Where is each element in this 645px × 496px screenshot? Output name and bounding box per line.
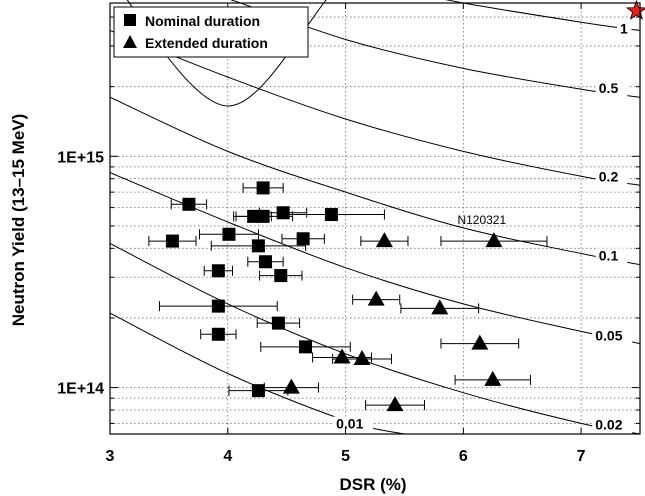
data-point-nominal: [211, 327, 225, 341]
data-point-extended: [471, 334, 489, 350]
contour-line-0_05: [110, 172, 640, 345]
data-point-extended: [386, 396, 404, 412]
x-tick-label: 7: [577, 448, 586, 465]
data-point-nominal: [165, 234, 179, 248]
contour-label-bg: [333, 416, 374, 433]
contour-lines: [110, 0, 640, 434]
legend: Nominal duration Extended duration: [113, 6, 309, 58]
contour-label-bg: [616, 21, 632, 38]
data-point-nominal: [211, 299, 225, 313]
contour-label: 0.1: [599, 247, 619, 263]
data-point-nominal: [274, 269, 288, 283]
data-point-nominal: [271, 316, 285, 330]
data-point-nominal: [324, 208, 338, 222]
data-point-nominal: [299, 340, 313, 354]
contour-label: 0.01: [336, 416, 363, 432]
y-tick-label: 1E+14: [57, 381, 104, 398]
data-point-extended: [375, 232, 393, 248]
data-point-nominal: [256, 181, 270, 195]
x-tick-label: 5: [341, 448, 350, 465]
data-point-extended: [484, 370, 502, 386]
data-point-nominal: [251, 384, 265, 398]
contour-label-bg: [595, 80, 628, 97]
data-point-extended: [333, 348, 351, 364]
contour-label: 1: [620, 20, 628, 36]
y-tick-label: 1E+15: [57, 149, 104, 166]
plot-area: [110, 3, 640, 434]
contour-label: 0.2: [599, 168, 619, 184]
x-tick-label: 3: [106, 448, 115, 465]
data-markers: [165, 0, 645, 412]
annotation-label: N120321: [457, 213, 506, 227]
data-point-nominal: [296, 232, 310, 246]
contour-label: 0.5: [599, 80, 619, 96]
contour-line-0_02: [110, 242, 640, 434]
plot-frame: [109, 2, 641, 435]
data-point-nominal: [251, 239, 265, 253]
contour-label: 0.02: [595, 416, 622, 432]
contour-line-0_2: [110, 30, 640, 186]
contour-label-bg: [595, 169, 628, 186]
axis-ticks: 3 4 5 6 7 1E+14 1E+15: [57, 3, 640, 465]
legend-box: [113, 6, 309, 58]
data-point-extended: [485, 232, 503, 248]
data-point-nominal: [182, 197, 196, 211]
contour-label: 0.05: [595, 327, 622, 343]
data-point-nominal: [258, 255, 272, 269]
data-point-nominal: [256, 209, 270, 223]
data-point-nominal: [276, 206, 290, 220]
x-axis-title: DSR (%): [339, 475, 406, 494]
contour-label-bg: [592, 328, 633, 345]
x-tick-label: 6: [459, 448, 468, 465]
contour-line-0_1: [110, 96, 640, 266]
y-axis-title: Neutron Yield (13–15 MeV): [9, 114, 28, 327]
contour-label-bg: [592, 417, 633, 434]
data-point-nominal: [222, 227, 236, 241]
contour-label-bg: [595, 248, 628, 265]
x-tick-label: 4: [223, 448, 232, 465]
legend-label-extended: Extended duration: [145, 35, 268, 51]
data-point-extended: [431, 299, 449, 315]
data-point-extended: [367, 290, 385, 306]
contour-line-1: [126, 0, 640, 107]
legend-label-nominal: Nominal duration: [145, 13, 260, 29]
contour-line-0_5: [230, 0, 640, 98]
plot-labels: 1 0.5 0.2 0.1 0.05 0.02 0.01 N120321: [333, 20, 633, 434]
legend-square-marker: [124, 14, 136, 26]
data-point-extended: [282, 378, 300, 394]
data-point-nominal: [211, 264, 225, 278]
legend-triangle-marker: [123, 35, 137, 48]
data-point-extended: [353, 349, 371, 365]
